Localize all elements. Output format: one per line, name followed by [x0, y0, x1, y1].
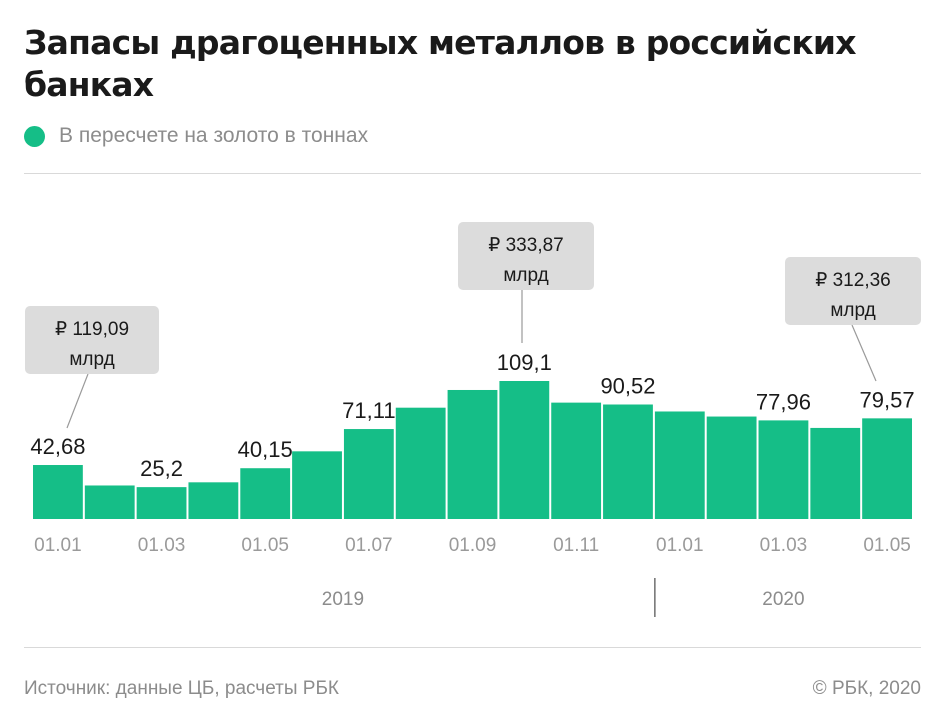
bar [758, 420, 809, 519]
x-tick-label: 01.07 [345, 535, 393, 556]
x-tick-label: 01.03 [138, 535, 186, 556]
year-label: 2019 [322, 589, 364, 610]
callout-unit: млрд [503, 265, 548, 286]
bar [603, 404, 653, 519]
bar [240, 468, 291, 519]
callout-box [25, 306, 159, 374]
x-tick-label: 01.05 [863, 535, 911, 556]
x-tick-label: 01.09 [449, 535, 497, 556]
bar [343, 429, 394, 519]
x-tick-label: 01.01 [656, 535, 704, 556]
bar [447, 389, 498, 519]
legend-swatch [24, 125, 45, 147]
value-label: 40,15 [238, 437, 293, 462]
bottom-divider [24, 647, 921, 648]
callout-box [785, 257, 921, 325]
value-label: 109,1 [497, 350, 552, 375]
callout-value: ₽ 312,36 [815, 270, 890, 291]
bar [810, 427, 861, 519]
chart-title: Запасы драгоценных металлов в российских… [24, 23, 857, 104]
bar [188, 482, 239, 519]
bar [862, 418, 912, 519]
bar [33, 465, 83, 519]
bar [395, 407, 446, 519]
bar-chart: 42,68 25,2 40,15 71,11 109,1 90,52 77,96 79,57 0… [25, 222, 921, 617]
value-label: 25,2 [140, 456, 183, 481]
value-label: 42,68 [30, 434, 85, 459]
value-label: 71,11 [342, 398, 395, 423]
callout-value: ₽ 119,09 [55, 319, 129, 340]
bar [551, 402, 602, 519]
value-label: 77,96 [756, 389, 811, 414]
value-label: 90,52 [600, 374, 655, 399]
top-divider [24, 173, 921, 174]
bar [654, 411, 705, 519]
source-note: Источник: данные ЦБ, расчеты РБК [24, 678, 339, 699]
bar [136, 487, 187, 519]
callout-box [458, 222, 594, 290]
bar [292, 451, 342, 519]
callout-unit: млрд [830, 300, 875, 321]
bar [706, 416, 757, 519]
bar [84, 485, 135, 519]
callout-leader [851, 324, 877, 382]
bar [499, 381, 550, 519]
callout-leader [66, 373, 89, 429]
callout-unit: млрд [69, 349, 114, 370]
legend-label: В пересчете на золото в тоннах [59, 124, 369, 147]
callout-value: ₽ 333,87 [488, 235, 563, 256]
x-tick-label: 01.01 [34, 535, 82, 556]
x-tick-label: 01.11 [553, 535, 599, 556]
x-tick-label: 01.05 [241, 535, 289, 556]
value-label: 79,57 [860, 387, 915, 412]
x-tick-label: 01.03 [760, 535, 808, 556]
year-label: 2020 [762, 589, 804, 610]
legend: В пересчете на золото в тоннах [24, 124, 368, 148]
copyright: © РБК, 2020 [812, 678, 921, 699]
